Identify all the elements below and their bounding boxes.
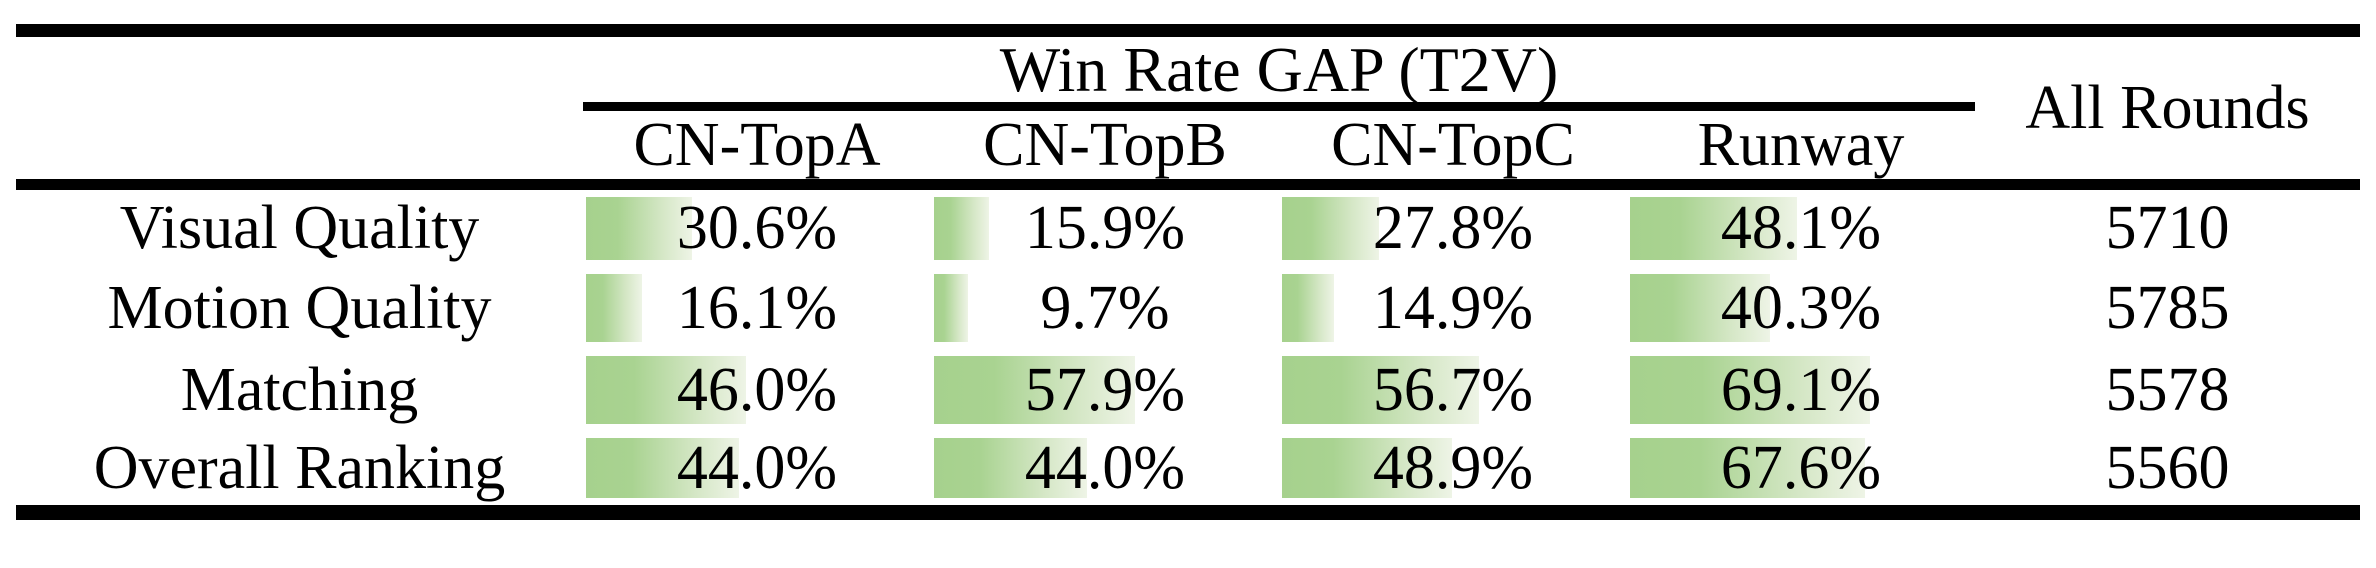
group-header-row: Win Rate GAP (T2V) All Rounds (16, 30, 2360, 139)
data-bar (1282, 355, 1480, 424)
data-bar (586, 437, 740, 498)
column-header-cn-topc: CN-TopC (1331, 111, 1575, 179)
data-bar (1630, 437, 1866, 498)
win-rate-value: 30.6% (676, 194, 838, 263)
win-rate-cell: 30.6% (583, 179, 931, 267)
win-rate-value: 27.8% (1372, 194, 1534, 263)
win-rate-value: 16.1% (676, 273, 838, 342)
data-bar (934, 273, 968, 342)
row-label: Overall Ranking (93, 433, 506, 502)
table-row-motion-quality: Motion Quality 16.1% 9.7% 14.9% 40.3% 57… (16, 267, 2360, 349)
data-bar (934, 197, 990, 260)
all-rounds-value: 5578 (2105, 355, 2230, 424)
table-row-matching: Matching 46.0% 57.9% 56.7% 69.1% 5578 (16, 349, 2360, 431)
data-bar (1282, 437, 1453, 498)
column-header-cn-topa: CN-TopA (633, 111, 881, 179)
data-bar (1282, 197, 1379, 260)
win-rate-gap-table: Win Rate GAP (T2V) All Rounds CN-TopA CN… (16, 24, 2360, 520)
win-rate-cell: 44.0% (931, 431, 1279, 513)
all-rounds-value: 5785 (2105, 273, 2230, 342)
table-row-overall-ranking: Overall Ranking 44.0% 44.0% 48.9% 67.6% … (16, 431, 2360, 513)
win-rate-value: 44.0% (676, 433, 838, 502)
win-rate-cell: 15.9% (931, 179, 1279, 267)
row-label: Matching (180, 355, 419, 424)
win-rate-value: 15.9% (1024, 194, 1186, 263)
win-rate-value: 67.6% (1720, 433, 1882, 502)
win-rate-cell: 40.3% (1627, 267, 1975, 349)
win-rate-value: 48.1% (1720, 194, 1882, 263)
row-label: Motion Quality (107, 273, 492, 342)
win-rate-cell: 67.6% (1627, 431, 1975, 513)
data-bar (1630, 197, 1798, 260)
data-bar (586, 355, 747, 424)
data-bar (1630, 273, 1771, 342)
win-rate-value: 69.1% (1720, 355, 1882, 424)
data-bar (1630, 355, 1871, 424)
win-rate-cell: 48.1% (1627, 179, 1975, 267)
all-rounds-value: 5560 (2105, 433, 2230, 502)
win-rate-cell: 14.9% (1279, 267, 1627, 349)
win-rate-cell: 56.7% (1279, 349, 1627, 431)
win-rate-value: 14.9% (1372, 273, 1534, 342)
win-rate-cell: 9.7% (931, 267, 1279, 349)
data-bar (1282, 273, 1334, 342)
row-label: Visual Quality (16, 179, 583, 267)
empty-corner-cell (16, 31, 583, 185)
win-rate-value: 56.7% (1372, 355, 1534, 424)
win-rate-value: 9.7% (1040, 273, 1170, 342)
data-bar (586, 273, 643, 342)
column-header-runway: Runway (1697, 111, 1905, 179)
all-rounds-value: 5710 (1975, 179, 2360, 267)
column-header-row: CN-TopA CN-TopB CN-TopC Runway (16, 107, 2360, 185)
win-rate-cell: 69.1% (1627, 349, 1975, 431)
data-bar (934, 437, 1088, 498)
win-rate-cell: 16.1% (583, 267, 931, 349)
win-rate-value: 44.0% (1024, 433, 1186, 502)
win-rate-cell: 46.0% (583, 349, 931, 431)
data-bar (934, 355, 1136, 424)
win-rate-value: 46.0% (676, 355, 838, 424)
table-row-visual-quality: Visual Quality 30.6% 15.9% 27.8% 48.1% 5… (16, 179, 2360, 267)
win-rate-value: 57.9% (1024, 355, 1186, 424)
group-header-win-rate-gap: Win Rate GAP (T2V) (583, 30, 1975, 111)
win-rate-value: 40.3% (1720, 273, 1882, 342)
win-rate-cell: 48.9% (1279, 431, 1627, 513)
column-header-all-rounds: All Rounds (2025, 74, 2310, 142)
column-header-cn-topb: CN-TopB (983, 111, 1227, 179)
win-rate-cell: 57.9% (931, 349, 1279, 431)
data-bar (586, 197, 693, 260)
win-rate-cell: 27.8% (1279, 179, 1627, 267)
win-rate-cell: 44.0% (583, 431, 931, 513)
win-rate-value: 48.9% (1372, 433, 1534, 502)
